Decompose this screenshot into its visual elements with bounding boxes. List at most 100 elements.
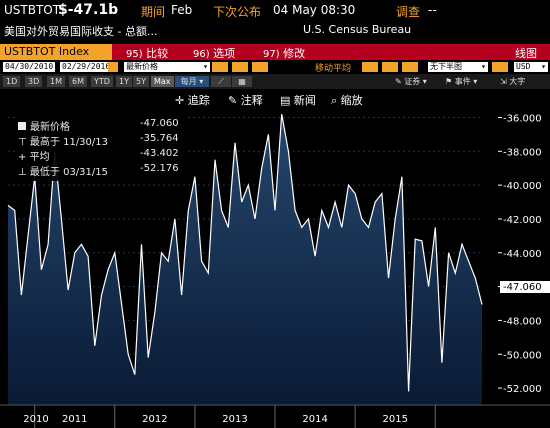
- flag-icon: ⚑: [445, 77, 453, 86]
- end-date-input[interactable]: 02/29/2016: [60, 62, 113, 72]
- modify-num: 97): [263, 49, 280, 60]
- moving-average-label[interactable]: 移动平均: [315, 64, 352, 74]
- y-tick-label: -44.000: [503, 249, 542, 260]
- high-marker-icon: ⊤: [18, 137, 27, 148]
- currency-label: USD: [516, 62, 531, 71]
- options-num: 96): [193, 49, 210, 60]
- field-box-3[interactable]: [252, 62, 268, 72]
- field-box-2[interactable]: [232, 62, 248, 72]
- last-price-tag-text: -47.060: [503, 282, 542, 293]
- y-axis: -36.000-38.000-40.000-42.000-44.000-46.0…: [498, 113, 542, 395]
- range-5y[interactable]: 5Y: [133, 76, 149, 87]
- range-3d[interactable]: 3D: [25, 76, 43, 87]
- bottom-panel-label: 无下半图: [430, 62, 462, 71]
- modify-label: 修改: [283, 47, 306, 60]
- annotate-button[interactable]: ✎ 注释: [228, 92, 263, 108]
- x-tick-label: 2010: [23, 414, 48, 425]
- x-tick-label: 2015: [382, 414, 407, 425]
- index-name-field[interactable]: USTBTOT Index: [0, 44, 112, 60]
- range-max[interactable]: Max: [151, 76, 174, 87]
- y-tick-label: -38.000: [503, 147, 542, 158]
- panel-box[interactable]: [492, 62, 508, 72]
- last-price-tag: -47.060: [500, 281, 550, 293]
- size-button[interactable]: ⇲ 大字: [500, 76, 525, 87]
- data-line: [7, 113, 483, 392]
- line-chart[interactable]: -36.000-38.000-40.000-42.000-44.000-46.0…: [0, 109, 550, 428]
- calendar-icon[interactable]: [108, 62, 118, 72]
- legend-low-value: -52.176: [140, 163, 179, 174]
- y-tick-label: -42.000: [503, 215, 542, 226]
- next-release-value: 04 May 08:30: [273, 3, 356, 17]
- controls-bar: 04/30/2010 - 02/29/2016 最新价格 ▾ 移动平均 无下半图…: [0, 60, 550, 74]
- action-bar: ✛ 追踪 ✎ 注释 ▤ 新闻 ⌕ 缩放: [0, 89, 550, 109]
- legend-avg: + 平均: [18, 148, 50, 163]
- modify-button[interactable]: 97) 修改: [263, 45, 305, 61]
- ma-box-3[interactable]: [402, 62, 418, 72]
- compare-button[interactable]: 95) 比较: [126, 45, 168, 61]
- x-axis: 2010 2011 2012 2013 2014 2015: [0, 404, 550, 428]
- legend-last-label: 最新价格: [30, 122, 70, 133]
- ma-box-2[interactable]: [382, 62, 398, 72]
- square-icon: [18, 122, 26, 130]
- ticker: USTBTOT: [4, 3, 61, 17]
- start-date-input[interactable]: 04/30/2010: [3, 62, 56, 72]
- field-box-1[interactable]: [212, 62, 228, 72]
- chart-type-button[interactable]: 线图: [515, 47, 537, 60]
- options-button[interactable]: 96) 选项: [193, 45, 235, 61]
- date-separator: -: [52, 61, 56, 71]
- legend: 最新价格 -47.060 ⊤ 最高于 11/30/13 -35.764 + 平均…: [16, 117, 186, 181]
- last-price-tag-bg: [500, 281, 550, 293]
- pen-icon: ✎: [228, 94, 238, 107]
- currency-select[interactable]: USD ▾: [514, 62, 548, 72]
- chevron-down-icon: ▾: [541, 62, 546, 71]
- zoom-button[interactable]: ⌕ 缩放: [331, 92, 363, 108]
- price-field-label: 最新价格: [126, 62, 158, 71]
- resize-icon: ⇲: [500, 77, 507, 86]
- track-label: 追踪: [187, 94, 210, 107]
- chevron-down-icon: ▾: [481, 62, 486, 71]
- track-button[interactable]: ✛ 追踪: [175, 92, 210, 108]
- security-label: 证券: [404, 77, 421, 86]
- options-label: 选项: [213, 47, 236, 60]
- compare-num: 95): [126, 49, 143, 60]
- table-icon[interactable]: ▦: [232, 76, 252, 87]
- x-tick-label: 2014: [302, 414, 327, 425]
- range-1d[interactable]: 1D: [3, 76, 21, 87]
- range-bar: 1D 3D 1M 6M YTD 1Y 5Y Max 每月 ▾ ⟋ ▦ ✎ 证券 …: [0, 74, 550, 89]
- y-tick-label: -52.000: [503, 384, 542, 395]
- y-tick-label: -40.000: [503, 181, 542, 192]
- news-label: 新闻: [293, 94, 316, 107]
- index-name: USTBTOT Index: [4, 45, 90, 58]
- legend-avg-value: -43.402: [140, 148, 179, 159]
- news-button[interactable]: ▤ 新闻: [280, 92, 316, 108]
- x-tick-label: 2011: [62, 414, 87, 425]
- bottom-panel-select[interactable]: 无下半图 ▾: [428, 62, 488, 72]
- next-release-label: 下次公布: [213, 5, 262, 19]
- annotate-label: 注释: [240, 94, 263, 107]
- security-button[interactable]: ✎ 证券 ▾: [395, 77, 427, 86]
- y-tick-label: -50.000: [503, 350, 542, 361]
- y-tick-label: -36.000: [503, 113, 542, 124]
- range-1m[interactable]: 1M: [47, 76, 65, 87]
- range-6m[interactable]: 6M: [69, 76, 87, 87]
- legend-last: 最新价格: [18, 118, 70, 133]
- events-button[interactable]: ⚑ 事件 ▾: [445, 77, 478, 86]
- magnifier-icon: ⌕: [331, 94, 338, 107]
- headline-value: $-47.1b: [58, 2, 119, 18]
- events-label: 事件: [454, 77, 471, 86]
- legend-avg-label: 平均: [29, 152, 50, 163]
- ma-box-1[interactable]: [362, 62, 378, 72]
- title-bar: USTBTOT $-47.1b 期间 Feb 下次公布 04 May 08:30…: [0, 0, 550, 22]
- legend-low-label: 最低于 03/31/15: [29, 167, 108, 178]
- line-chart-icon[interactable]: ⟋: [211, 76, 231, 87]
- avg-marker-icon: +: [18, 152, 27, 163]
- red-toolbar: USTBTOT Index 95) 比较 96) 选项 97) 修改 线图: [0, 44, 550, 60]
- price-field-select[interactable]: 最新价格 ▾: [124, 62, 210, 72]
- range-ytd[interactable]: YTD: [91, 76, 113, 87]
- survey-value: --: [428, 3, 437, 17]
- source: U.S. Census Bureau: [303, 23, 412, 36]
- data-area: [8, 114, 482, 405]
- period-select[interactable]: 每月 ▾: [175, 76, 209, 87]
- x-tick-label: 2013: [222, 414, 247, 425]
- range-1y[interactable]: 1Y: [116, 76, 132, 87]
